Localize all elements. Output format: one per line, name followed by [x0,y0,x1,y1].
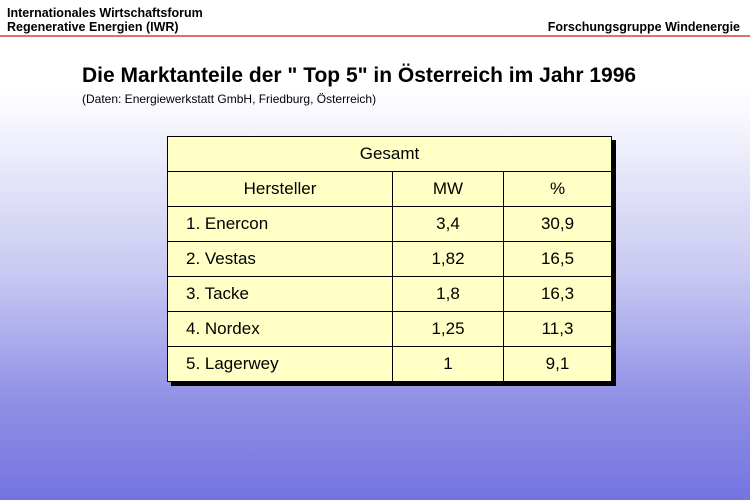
table-caption: Gesamt [167,136,612,172]
percent-cell: 30,9 [503,206,612,242]
organization-subtitle: Regenerative Energien (IWR) [7,20,179,34]
market-share-table: Gesamt Hersteller MW % 1. Enercon 3,4 30… [167,136,612,382]
table-row: 5. Lagerwey 1 9,1 [167,346,612,382]
manufacturer-cell: 1. Enercon [167,206,393,242]
mw-cell: 1 [392,346,504,382]
percent-cell: 11,3 [503,311,612,347]
header-divider [0,35,750,37]
manufacturer-cell: 3. Tacke [167,276,393,312]
research-group-name: Forschungsgruppe Windenergie [547,20,740,34]
percent-cell: 9,1 [503,346,612,382]
column-header-percent: % [503,171,612,207]
manufacturer-cell: 2. Vestas [167,241,393,277]
table-row: 2. Vestas 1,82 16,5 [167,241,612,277]
slide-header: Internationales Wirtschaftsforum Regener… [0,0,750,38]
percent-cell: 16,3 [503,276,612,312]
mw-cell: 1,8 [392,276,504,312]
column-header-manufacturer: Hersteller [167,171,393,207]
slide-title: Die Marktanteile der " Top 5" in Österre… [82,64,637,87]
table-row: 4. Nordex 1,25 11,3 [167,311,612,347]
table-row: 3. Tacke 1,8 16,3 [167,276,612,312]
mw-cell: 1,25 [392,311,504,347]
organization-name: Internationales Wirtschaftsforum [7,6,203,20]
manufacturer-cell: 4. Nordex [167,311,393,347]
percent-cell: 16,5 [503,241,612,277]
manufacturer-cell: 5. Lagerwey [167,346,393,382]
mw-cell: 1,82 [392,241,504,277]
mw-cell: 3,4 [392,206,504,242]
market-share-table-container: Gesamt Hersteller MW % 1. Enercon 3,4 30… [167,136,612,382]
column-header-mw: MW [392,171,504,207]
table-row: 1. Enercon 3,4 30,9 [167,206,612,242]
data-source-note: (Daten: Energiewerkstatt GmbH, Friedburg… [82,92,377,106]
table-header-row: Hersteller MW % [167,171,612,207]
table-caption-row: Gesamt [167,136,612,172]
